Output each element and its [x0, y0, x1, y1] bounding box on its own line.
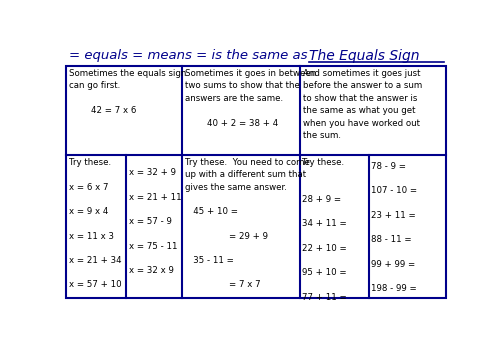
Text: Try these.

x = 6 x 7

x = 9 x 4

x = 11 x 3

x = 21 + 34

x = 57 + 10: Try these. x = 6 x 7 x = 9 x 4 x = 11 x …	[68, 158, 122, 289]
Bar	[66, 65, 446, 298]
Text: And sometimes it goes just
before the answer to a sum
to show that the answer is: And sometimes it goes just before the an…	[303, 69, 422, 140]
Text: The Equals Sign: The Equals Sign	[309, 48, 420, 63]
Text: 78 - 9 =

107 - 10 =

23 + 11 =

88 - 11 =

99 + 99 =

198 - 99 =: 78 - 9 = 107 - 10 = 23 + 11 = 88 - 11 = …	[371, 162, 417, 293]
Text: x = 32 + 9

x = 21 + 11

x = 57 - 9

x = 75 - 11

x = 32 x 9: x = 32 + 9 x = 21 + 11 x = 57 - 9 x = 75…	[128, 168, 182, 275]
Text: Sometimes it goes in between
two sums to show that the
answers are the same.

  : Sometimes it goes in between two sums to…	[186, 69, 316, 128]
Text: Try these.


28 + 9 =

34 + 11 =

22 + 10 =

95 + 10 =

77 + 11 =: Try these. 28 + 9 = 34 + 11 = 22 + 10 = …	[302, 158, 347, 302]
Text: = equals = means = is the same as: = equals = means = is the same as	[68, 49, 307, 62]
Text: Sometimes the equals sign
can go first.

        42 = 7 x 6: Sometimes the equals sign can go first. …	[70, 69, 187, 115]
Text: Try these.  You need to come
up with a different sum that
gives the same answer.: Try these. You need to come up with a di…	[186, 158, 310, 289]
